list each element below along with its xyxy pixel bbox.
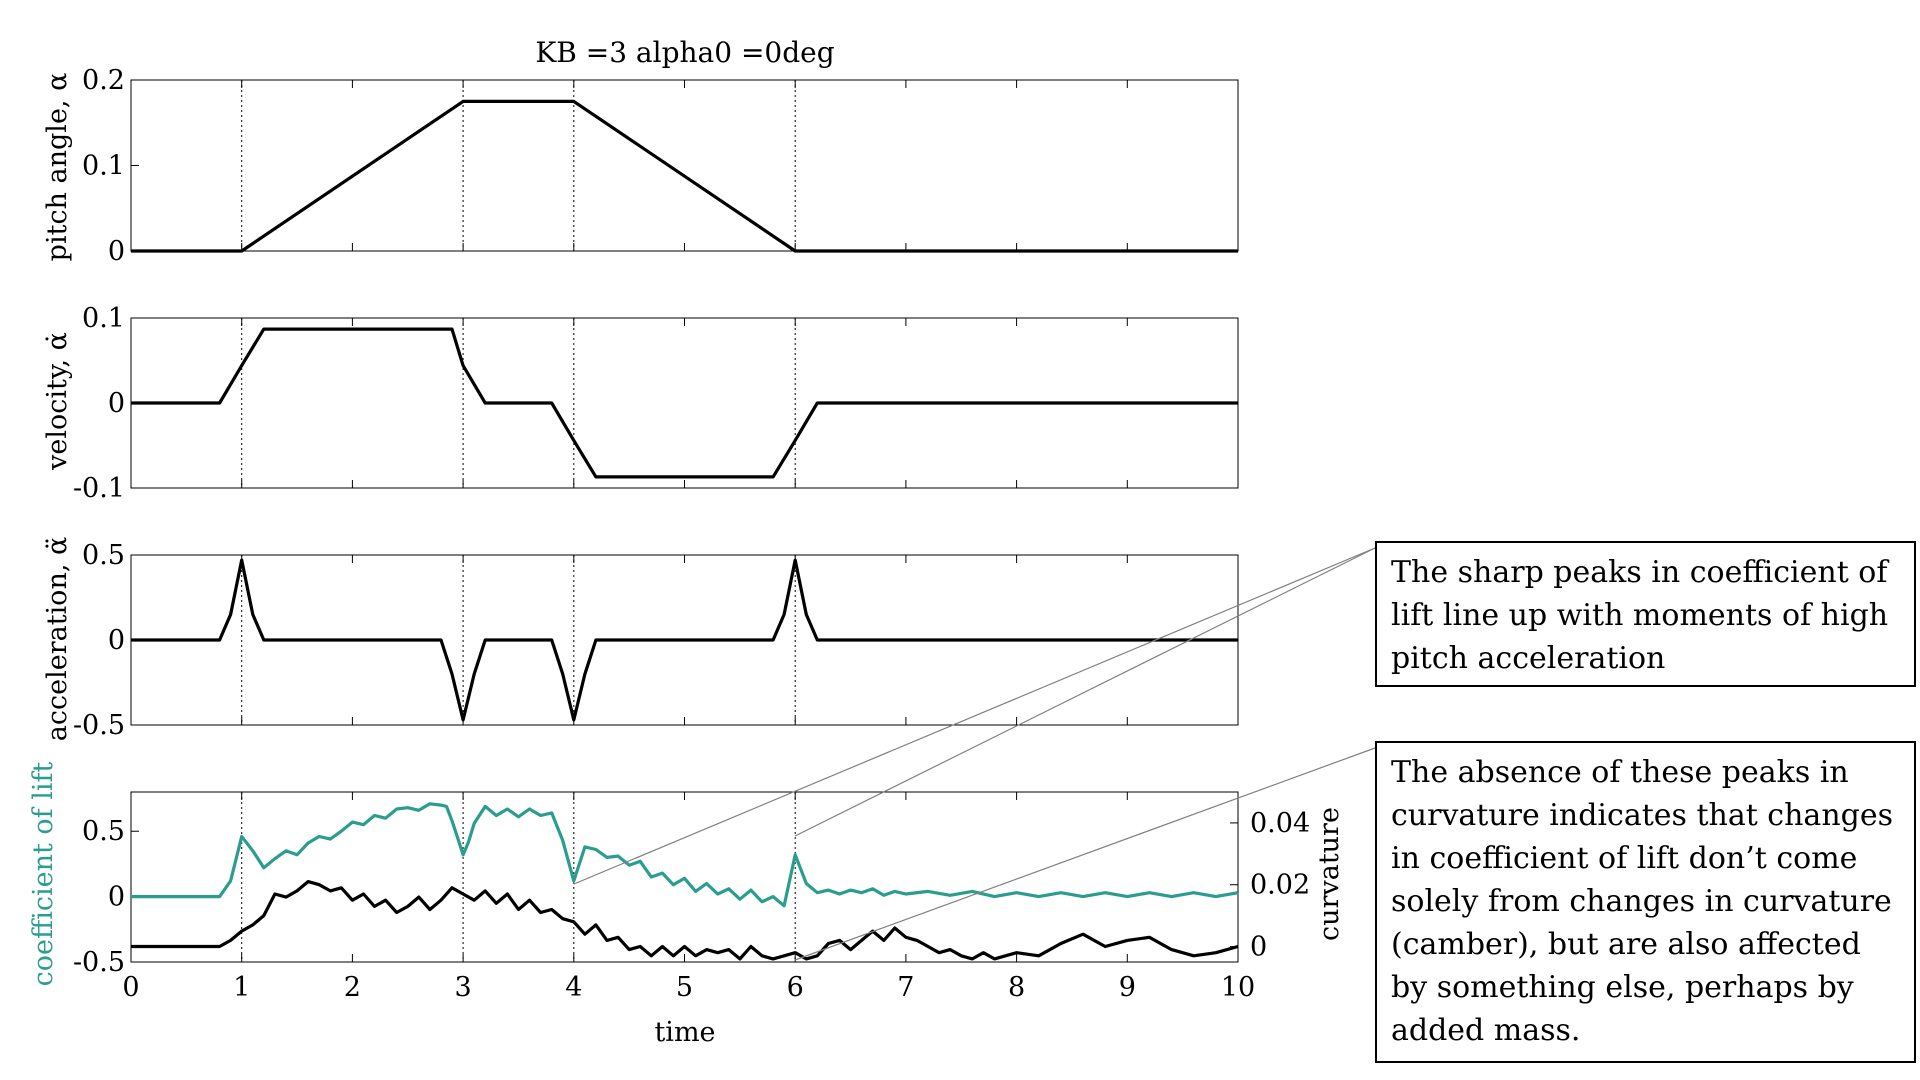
x-tick-label: 7	[897, 972, 914, 1003]
plot-area: 00.10.2-0.100.1-0.500.5-0.500.500.020.04…	[73, 65, 1310, 1003]
x-tick-label: 10	[1221, 972, 1255, 1003]
y-tick-label: -0.5	[73, 710, 125, 741]
annotation-text-peaks: The sharp peaks in coefficient of lift l…	[1391, 555, 1889, 676]
curvature-line	[131, 879, 1239, 961]
x-tick-label: 0	[122, 972, 139, 1003]
xlabel-time: time	[654, 1017, 715, 1048]
y-tick-label: 0	[108, 882, 125, 913]
ylabel-acceleration: acceleration, α̈	[42, 537, 73, 741]
ylabel-curvature: curvature	[1314, 807, 1345, 941]
x-tick-label: 8	[1008, 972, 1025, 1003]
y-tick-label: 0.1	[82, 303, 125, 334]
y-tick-label: -0.5	[73, 947, 125, 978]
annotation-text-curvature: The absence of these peaks in curvature …	[1391, 755, 1893, 1048]
y-tick-label: 0.1	[82, 151, 125, 182]
lift-coefficient-line	[131, 802, 1239, 908]
velocity-line	[131, 327, 1238, 479]
y-tick-label: 0.2	[82, 65, 125, 96]
annotation-box-peaks: The sharp peaks in coefficient of lift l…	[1375, 541, 1916, 687]
y-right-tick-label: 0.04	[1250, 808, 1310, 839]
ylabel-velocity: velocity, α̇	[42, 332, 73, 471]
y-right-tick-label: 0.02	[1250, 870, 1310, 901]
x-tick-label: 5	[676, 972, 693, 1003]
chart-title: KB =3 alpha0 =0deg	[535, 36, 834, 69]
y-tick-label: 0.5	[82, 540, 125, 571]
y-tick-label: 0	[108, 388, 125, 419]
annotation-leader-line	[573, 547, 1376, 885]
y-tick-label: 0.5	[82, 816, 125, 847]
y-tick-label: -0.1	[73, 473, 125, 504]
acceleration-line	[131, 558, 1238, 722]
pitch-angle-line	[131, 99, 1238, 253]
ylabel-pitch-angle: pitch angle, α	[42, 73, 73, 262]
x-tick-label: 6	[787, 972, 804, 1003]
y-tick-label: 0	[108, 625, 125, 656]
x-tick-label: 9	[1119, 972, 1136, 1003]
y-right-tick-label: 0	[1250, 932, 1267, 963]
x-tick-label: 4	[565, 972, 582, 1003]
ylabel-coefficient-of-lift: coefficient of lift	[28, 762, 59, 987]
y-tick-label: 0	[108, 236, 125, 267]
annotation-box-curvature: The absence of these peaks in curvature …	[1375, 741, 1916, 1063]
x-tick-label: 1	[233, 972, 250, 1003]
annotation-leader-line	[794, 747, 1376, 961]
x-tick-label: 3	[455, 972, 472, 1003]
annotation-leader-line	[794, 547, 1376, 837]
x-tick-label: 2	[344, 972, 361, 1003]
